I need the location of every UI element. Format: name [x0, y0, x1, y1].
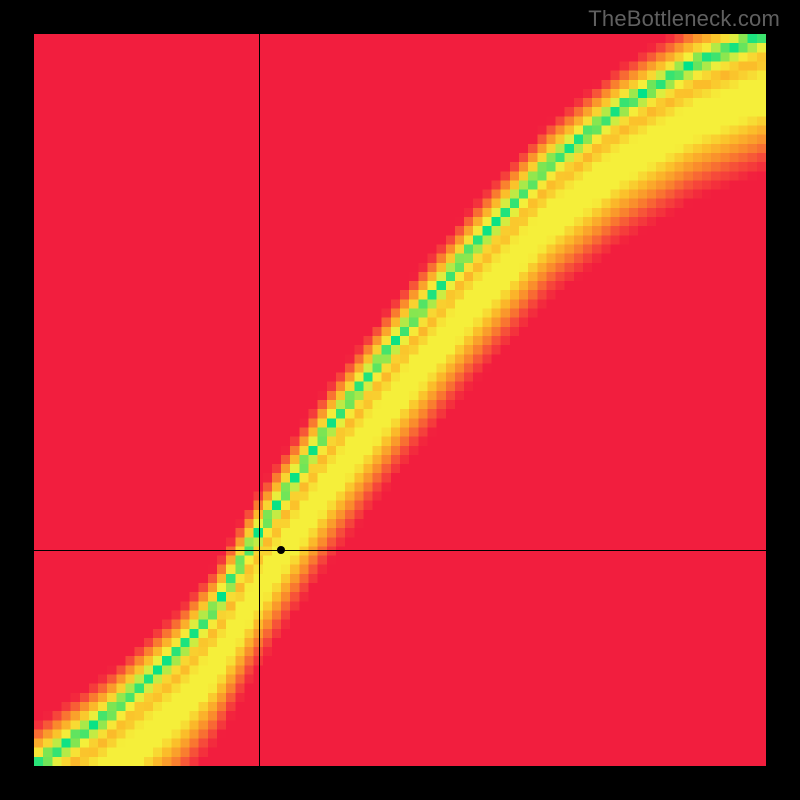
crosshair-horizontal — [34, 550, 766, 551]
watermark-text: TheBottleneck.com — [588, 6, 780, 32]
current-point-marker — [277, 546, 285, 554]
chart-frame: TheBottleneck.com — [0, 0, 800, 800]
bottleneck-heatmap — [34, 34, 766, 766]
crosshair-vertical — [259, 34, 260, 766]
